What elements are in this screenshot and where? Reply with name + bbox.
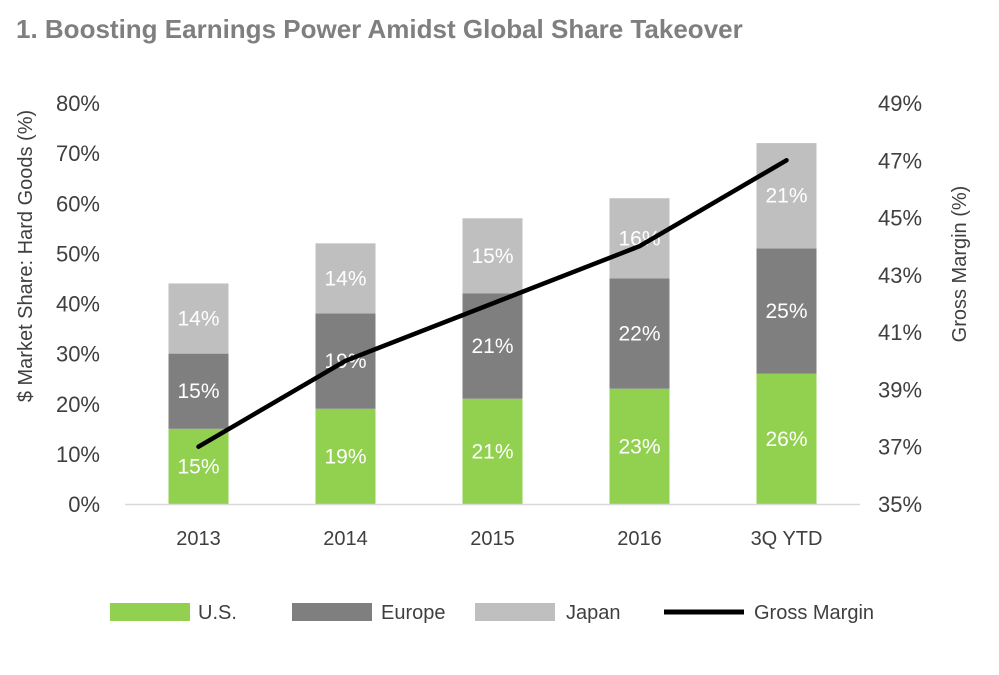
bar-europe-3	[609, 278, 670, 389]
y-tick-label: 10%	[56, 442, 100, 467]
y2-tick-label: 47%	[878, 148, 922, 173]
legend-swatch-europe	[292, 603, 372, 621]
legend-label-japan: Japan	[566, 602, 621, 624]
bar-europe-4	[756, 248, 817, 374]
bar-japan-0	[168, 283, 229, 354]
legend-swatch-japan	[475, 603, 555, 621]
bars-group	[168, 143, 817, 504]
axes-group: 2013 2014 2015 2016 3Q YTD 0% 10% 20% 30% 40% 50% 6…	[56, 91, 922, 550]
y2-tick-label: 41%	[878, 320, 922, 345]
bar-japan-3	[609, 198, 670, 279]
y2-tick-label: 39%	[878, 377, 922, 402]
y-tick-label: 60%	[56, 191, 100, 216]
y2-tick-label: 35%	[878, 492, 922, 517]
legend-label-u-s: U.S.	[198, 602, 237, 624]
y2-tick-label: 45%	[878, 206, 922, 231]
data-label: 16%	[618, 227, 660, 250]
bar-u-s--4	[756, 373, 817, 504]
data-label: 22%	[618, 323, 660, 346]
y-tick-label: 30%	[56, 342, 100, 367]
y2-tick-label: 37%	[878, 435, 922, 460]
x-tick-label: 2015	[470, 528, 515, 550]
data-label: 14%	[324, 267, 366, 290]
data-label: 19%	[324, 445, 366, 468]
x-tick-label: 2013	[176, 528, 221, 550]
bar-u-s--0	[168, 428, 229, 504]
data-label: 23%	[618, 435, 660, 458]
gross-margin-line	[196, 158, 789, 449]
bar-europe-0	[168, 353, 229, 429]
data-label: 25%	[765, 300, 807, 323]
data-label: 14%	[177, 308, 219, 331]
legend-label-europe: Europe	[381, 602, 446, 624]
bar-u-s--2	[462, 398, 523, 504]
line-group	[196, 158, 789, 449]
data-label: 26%	[765, 428, 807, 451]
chart-title: 1. Boosting Earnings Power Amidst Global…	[16, 14, 743, 44]
bar-japan-1	[315, 243, 376, 314]
x-tick-label: 2016	[617, 528, 662, 550]
x-tick-label: 2014	[323, 528, 368, 550]
y-tick-label: 70%	[56, 141, 100, 166]
bar-u-s--1	[315, 408, 376, 504]
y2-tick-label: 43%	[878, 263, 922, 288]
data-label: 15%	[471, 245, 513, 268]
y-tick-label: 20%	[56, 392, 100, 417]
data-label: 21%	[471, 335, 513, 358]
legend-label-gross-margin: Gross Margin	[754, 602, 874, 624]
bar-u-s--3	[609, 388, 670, 504]
data-label: 21%	[471, 440, 513, 463]
data-label: 21%	[765, 185, 807, 208]
bar-labels-group: 15%15%14%19%19%14%21%21%15%23%22%16%26%2…	[177, 185, 807, 479]
x-tick-label: 3Q YTD	[751, 528, 823, 550]
data-label: 15%	[177, 455, 219, 478]
y-tick-label: 40%	[56, 292, 100, 317]
y-tick-label: 50%	[56, 241, 100, 266]
bar-japan-2	[462, 218, 523, 294]
data-label: 15%	[177, 380, 219, 403]
y-tick-label: 0%	[68, 492, 100, 517]
legend: U.S. Europe Japan Gross Margin	[110, 602, 874, 624]
y2-tick-label: 49%	[878, 91, 922, 116]
y-axis-label: $ Market Share: Hard Goods (%)	[15, 110, 37, 402]
y-tick-label: 80%	[56, 91, 100, 116]
y2-axis-label: Gross Margin (%)	[949, 186, 971, 343]
legend-swatch-u-s	[110, 603, 190, 621]
